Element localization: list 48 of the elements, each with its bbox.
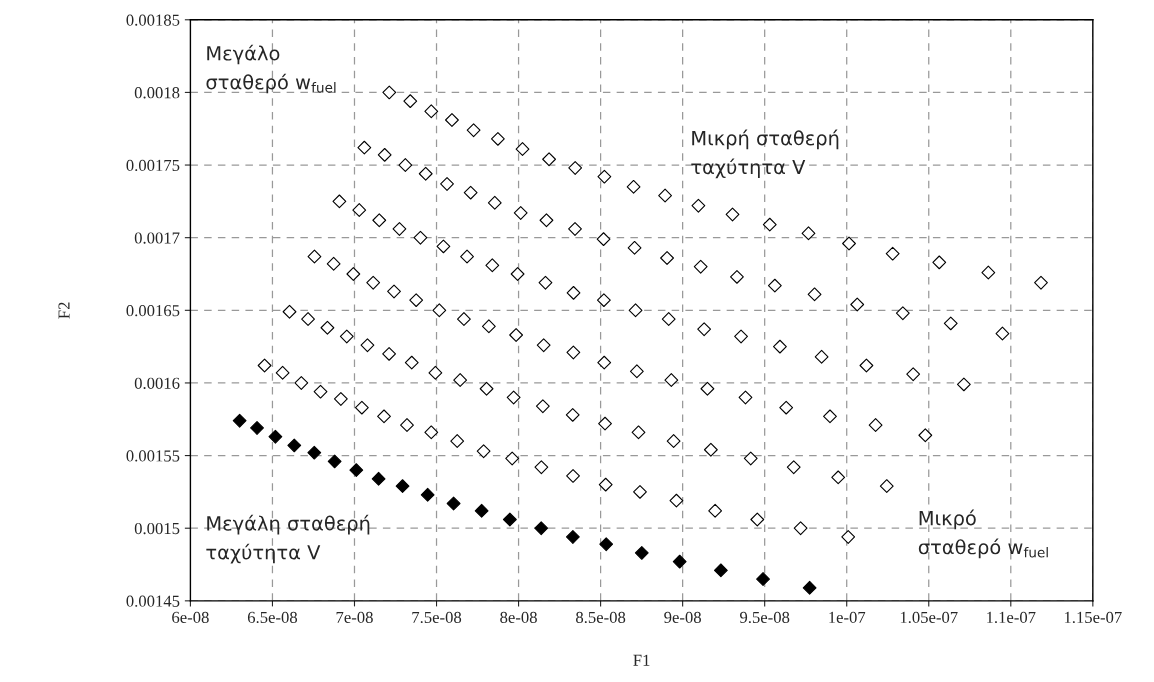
point: [232, 413, 247, 428]
point: [599, 537, 614, 552]
point: [371, 471, 386, 486]
point: [672, 554, 687, 569]
y-tick-label: 0.00175: [126, 159, 180, 172]
x-axis-title: F1: [633, 654, 650, 666]
x-tick-label: 1.15e-07: [1064, 611, 1122, 624]
y-tick-label: 0.0015: [134, 522, 180, 535]
y-tick-label: 0.00185: [126, 14, 180, 26]
x-tick-label: 1e-07: [829, 611, 866, 623]
x-tick-label: 9.5e-08: [739, 611, 790, 624]
x-tick-label: 1.05e-07: [900, 611, 958, 624]
point: [502, 512, 517, 527]
x-tick-label: 9e-08: [664, 611, 701, 623]
point: [349, 463, 364, 478]
y-axis-title: F2: [58, 302, 70, 319]
x-tick-label: 8.5e-08: [576, 611, 626, 624]
y-tick-label: 0.0018: [134, 87, 180, 99]
point: [395, 479, 410, 494]
annotation: Μικρό σταθερό w$_{fuel}$: [918, 509, 1048, 559]
x-tick-label: 8e-08: [500, 611, 537, 623]
point: [802, 580, 817, 595]
point: [713, 563, 728, 578]
y-tick-label: 0.00165: [126, 305, 180, 317]
x-tick-label: 6.5e-08: [247, 611, 298, 624]
y-tick-label: 0.00155: [126, 450, 180, 462]
point: [474, 503, 489, 518]
y-tick-label: 0.00145: [126, 595, 180, 607]
annotation: Μεγάλη σταθερή ταχύτητα V: [206, 514, 370, 564]
point: [446, 496, 461, 511]
point: [287, 438, 302, 453]
annotation: Μεγάλο σταθερό w$_{fuel}$: [206, 44, 336, 94]
point: [327, 454, 342, 469]
point: [634, 545, 649, 560]
annotation: Μικρή σταθερή ταχύτητα V: [691, 129, 839, 179]
point: [307, 445, 322, 460]
point: [420, 487, 435, 502]
point: [565, 530, 580, 544]
point: [534, 521, 549, 536]
x-tick-label: 1.1e-07: [987, 611, 1036, 624]
y-tick-label: 0.0017: [134, 232, 180, 244]
point: [250, 421, 264, 435]
point: [268, 429, 283, 444]
x-tick-label: 7e-08: [336, 611, 373, 623]
y-tick-label: 0.0016: [134, 377, 180, 389]
point: [756, 572, 770, 586]
x-tick-label: 6e-08: [172, 611, 209, 623]
x-tick-label: 7.5e-08: [412, 611, 462, 624]
